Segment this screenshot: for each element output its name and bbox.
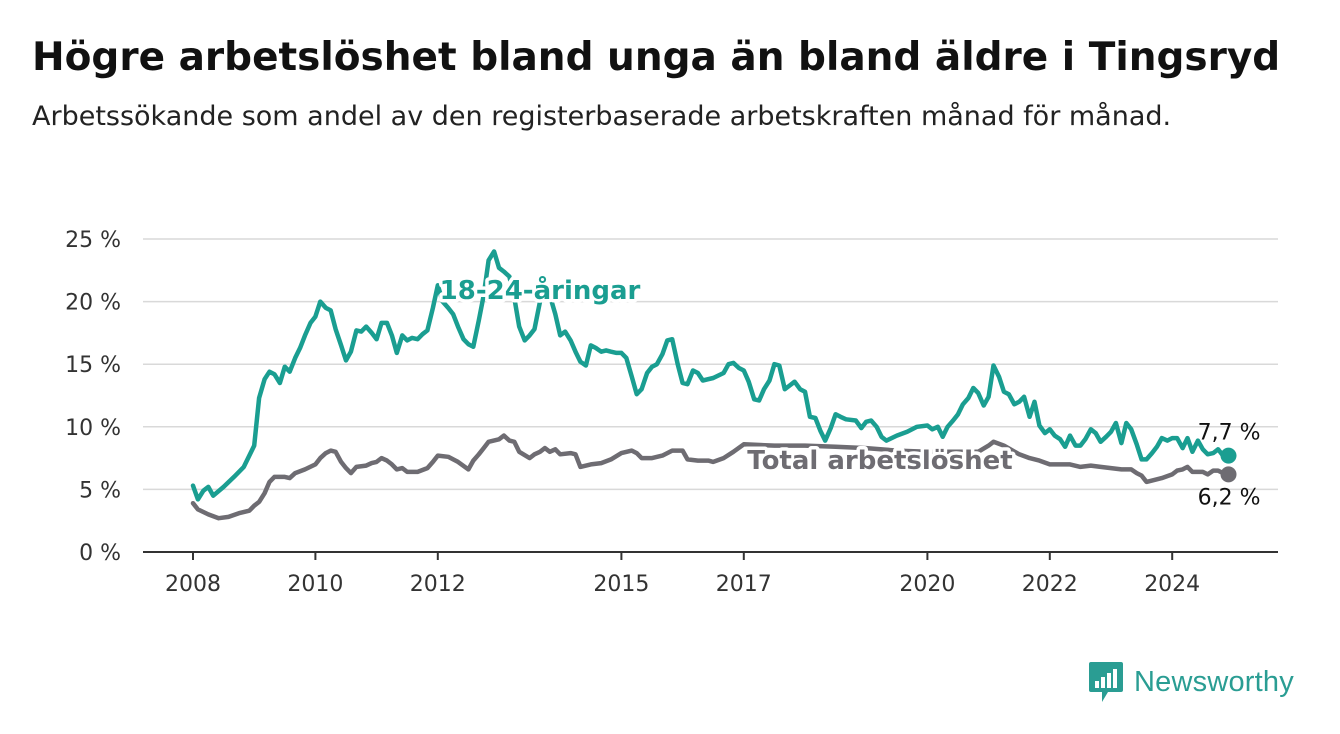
y-tick-label: 5 % [79,478,121,503]
y-tick-label: 15 % [65,353,121,378]
y-tick-label: 0 % [79,541,121,566]
x-tick-label: 2024 [1144,572,1200,597]
x-tick-label: 2010 [287,572,343,597]
y-tick-label: 20 % [65,291,121,316]
x-tick-label: 2008 [165,572,221,597]
end-point-marker [1220,447,1237,464]
series-label: Total arbetslöshet [747,446,1012,476]
end-value-label: 7,7 % [1198,421,1261,446]
y-tick-label: 25 % [65,228,121,253]
series-line [190,249,1231,502]
end-point-marker [1220,466,1237,483]
y-tick-label: 10 % [65,416,121,441]
chart-subtitle: Arbetssökande som andel av den registerb… [32,101,1172,132]
chart-title: Högre arbetslöshet bland unga än bland ä… [32,35,1281,80]
brand-logo: Newsworthy [1088,660,1294,704]
series-label: 18-24-åringar [440,274,641,306]
end-value-label: 6,2 % [1198,485,1261,510]
x-tick-label: 2017 [716,572,772,597]
bar-chart-badge-icon [1089,662,1123,702]
x-tick-label: 2012 [410,572,466,597]
x-tick-label: 2020 [899,572,955,597]
series-line [190,433,1231,521]
x-tick-label: 2015 [593,572,649,597]
brand-name: Newsworthy [1134,665,1294,698]
x-tick-label: 2022 [1022,572,1078,597]
